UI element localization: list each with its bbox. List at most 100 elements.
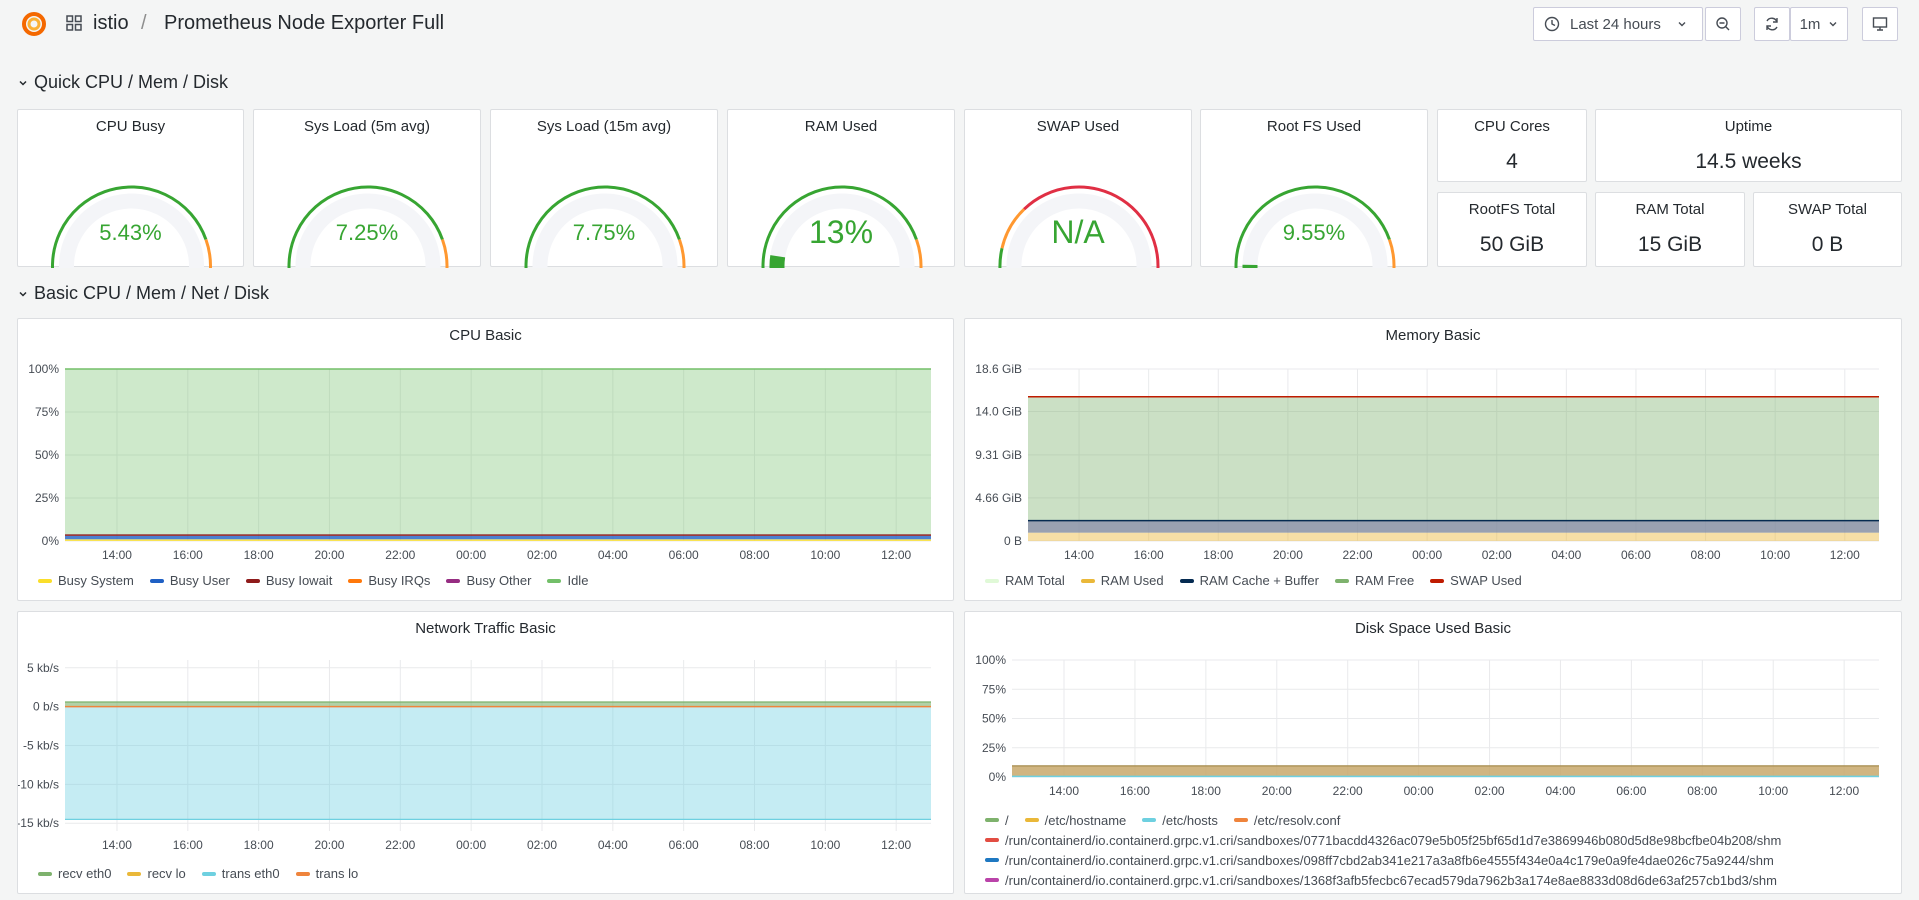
x-tick-label: 06:00: [669, 548, 699, 562]
legend-item[interactable]: Busy IRQs: [348, 573, 430, 588]
x-tick-label: 00:00: [1404, 784, 1434, 798]
legend-label: Busy Other: [466, 573, 532, 588]
x-tick-label: 12:00: [881, 548, 911, 562]
panel-title: CPU Cores: [1474, 118, 1550, 135]
legend-swatch: [985, 858, 999, 862]
legend-item[interactable]: Busy Iowait: [245, 573, 332, 588]
legend-swatch: [1430, 578, 1445, 583]
dashboards-grid-icon[interactable]: [66, 15, 82, 31]
series-area: [65, 535, 931, 540]
chart-panel-cpu-basic[interactable]: CPU Basic 100% 75% 50% 25% 0% 14:00 16:00 18:00…: [17, 318, 954, 601]
stat-panel-swap-total[interactable]: SWAP Total 0 B: [1753, 192, 1902, 267]
row-header-quick[interactable]: Quick CPU / Mem / Disk: [18, 72, 228, 93]
x-tick-label: 08:00: [739, 548, 769, 562]
stat-panel-uptime[interactable]: Uptime 14.5 weeks: [1595, 109, 1902, 182]
legend-item[interactable]: trans eth0: [201, 866, 280, 881]
legend-item[interactable]: trans lo: [295, 866, 358, 881]
legend-item[interactable]: recv eth0: [38, 866, 111, 881]
x-tick-label: 00:00: [1412, 548, 1442, 562]
x-tick-label: 04:00: [1545, 784, 1575, 798]
series-area: [65, 369, 931, 535]
x-tick-label: 20:00: [1273, 548, 1303, 562]
stat-panel-ram-total[interactable]: RAM Total 15 GiB: [1595, 192, 1745, 267]
x-tick-label: 04:00: [598, 838, 628, 852]
legend-label: /: [1005, 812, 1009, 828]
x-tick-label: 18:00: [1191, 784, 1221, 798]
gauge-panel-sys-load-15m[interactable]: Sys Load (15m avg) 7.75%: [490, 109, 718, 268]
gauge-panel-sys-load-5m[interactable]: Sys Load (5m avg) 7.25%: [253, 109, 481, 268]
legend-item[interactable]: /run/containerd/io.containerd.grpc.v1.cr…: [985, 873, 1777, 888]
refresh-interval-label: 1m: [1799, 15, 1821, 33]
legend-item[interactable]: RAM Cache + Buffer: [1179, 573, 1319, 588]
legend-swatch: [1024, 818, 1039, 822]
legend-item[interactable]: /etc/resolv.conf: [1233, 813, 1340, 828]
legend-item[interactable]: RAM Free: [1334, 573, 1414, 588]
legend-swatch: [149, 578, 164, 583]
tv-mode-button[interactable]: [1862, 7, 1898, 41]
panel-title: Sys Load (5m avg): [304, 118, 430, 135]
chart-legend: Busy System Busy User Busy Iowait Busy IRQs…: [38, 573, 588, 588]
legend-item[interactable]: /: [985, 813, 1009, 828]
chart-panel-network-traffic-basic[interactable]: Network Traffic Basic 5 kb/s 0 b/s -5 kb/s…: [17, 611, 954, 894]
refresh-button[interactable]: [1754, 7, 1790, 41]
gauge-value: 7.25%: [335, 220, 399, 245]
refresh-interval-picker[interactable]: 1m: [1790, 7, 1848, 41]
legend-item[interactable]: /etc/hostname: [1024, 813, 1126, 828]
row-header-basic[interactable]: Basic CPU / Mem / Net / Disk: [18, 283, 269, 304]
legend-item[interactable]: Busy Other: [446, 573, 531, 588]
legend-item[interactable]: Busy User: [149, 573, 230, 588]
legend-item[interactable]: /run/containerd/io.containerd.grpc.v1.cr…: [985, 853, 1774, 868]
gauge-track: [532, 193, 678, 268]
legend-item[interactable]: Idle: [547, 573, 588, 588]
x-tick-label: 14:00: [1049, 784, 1079, 798]
x-tick-label: 16:00: [1120, 784, 1150, 798]
legend-item[interactable]: SWAP Used: [1430, 573, 1522, 588]
series-area: [65, 701, 931, 707]
x-tick-label: 22:00: [1342, 548, 1372, 562]
gauge-track: [295, 193, 441, 268]
legend-item[interactable]: /etc/hosts: [1142, 813, 1218, 828]
stat-panel-cpu-cores[interactable]: CPU Cores 4: [1437, 109, 1587, 182]
legend-swatch: [1080, 578, 1095, 583]
x-tick-label: 10:00: [1760, 548, 1790, 562]
panel-title: Memory Basic: [1385, 327, 1481, 344]
stat-value: 14.5 weeks: [1695, 150, 1802, 173]
stat-panel-rootfs-total[interactable]: RootFS Total 50 GiB: [1437, 192, 1587, 267]
legend-swatch: [985, 838, 999, 842]
dashboard-title[interactable]: Prometheus Node Exporter Full: [164, 11, 445, 34]
gauge-panel-swap-used[interactable]: SWAP Used N/A: [964, 109, 1192, 268]
legend-item[interactable]: recv lo: [127, 866, 186, 881]
legend-label: recv eth0: [58, 866, 112, 881]
zoom-out-icon: [1716, 17, 1730, 31]
chart-legend: / /etc/hostname/etc/hosts/etc/resolv.conf…: [985, 810, 1781, 890]
chevron-down-icon: [1829, 22, 1837, 27]
grafana-logo-icon[interactable]: [20, 10, 48, 38]
legend-item[interactable]: RAM Total: [985, 573, 1065, 588]
legend-item[interactable]: RAM Used: [1080, 573, 1164, 588]
legend-label: RAM Used: [1100, 573, 1164, 588]
gauge-panel-ram-used[interactable]: RAM Used 13%: [727, 109, 955, 268]
legend-item[interactable]: Busy System: [38, 573, 134, 588]
chart-panel-disk-space-used-basic[interactable]: Disk Space Used Basic 100% 75% 50% 25% 0% 14:…: [964, 611, 1902, 894]
time-range-label: Last 24 hours: [1570, 15, 1661, 33]
chart-panel-memory-basic[interactable]: Memory Basic 18.6 GiB 14.0 GiB 9.31 GiB 4.6…: [964, 318, 1902, 601]
gauge-value: 9.55%: [1282, 220, 1346, 245]
x-tick-label: 04:00: [1551, 548, 1581, 562]
x-tick-label: 08:00: [1691, 548, 1721, 562]
panel-title: SWAP Total: [1788, 201, 1867, 218]
zoom-out-button[interactable]: [1705, 7, 1741, 41]
gauge-panel-root-fs-used[interactable]: Root FS Used 9.55%: [1200, 109, 1428, 268]
x-tick-label: 08:00: [739, 838, 769, 852]
x-tick-label: 18:00: [1203, 548, 1233, 562]
gauge-panel-cpu-busy[interactable]: CPU Busy 5.43%: [17, 109, 244, 268]
time-range-picker[interactable]: Last 24 hours: [1533, 7, 1703, 41]
breadcrumb-folder[interactable]: istio: [93, 11, 129, 34]
y-tick-label: 4.66 GiB: [975, 491, 1022, 505]
y-tick-label: 50%: [35, 448, 59, 462]
x-tick-label: 18:00: [244, 548, 274, 562]
y-tick-label: 5 kb/s: [27, 661, 59, 675]
gauge-value: 13%: [808, 214, 874, 250]
legend-item[interactable]: /run/containerd/io.containerd.grpc.v1.cr…: [985, 833, 1781, 848]
chevron-down-icon: [19, 80, 27, 86]
legend-label: SWAP Used: [1450, 573, 1522, 588]
